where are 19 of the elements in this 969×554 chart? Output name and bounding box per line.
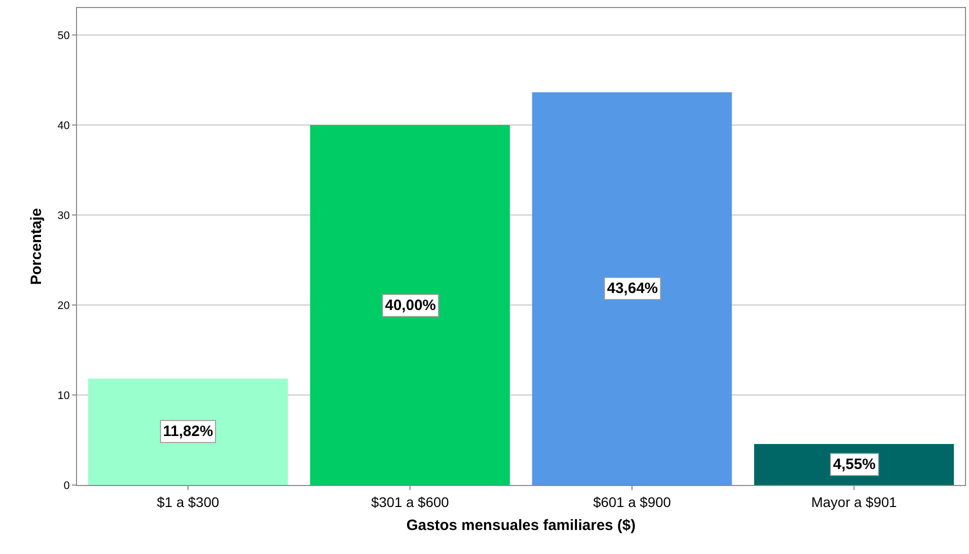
x-tick-label: $601 a $900 xyxy=(593,494,672,510)
y-tick-label: 40 xyxy=(58,120,70,132)
y-axis-title: Porcentaje xyxy=(28,208,45,285)
bar xyxy=(310,125,510,485)
x-tick-label: $1 a $300 xyxy=(156,494,220,510)
x-tick-label: $301 a $600 xyxy=(371,494,450,510)
x-axis-title: Gastos mensuales familiares ($) xyxy=(406,516,636,534)
y-tick-label: 20 xyxy=(58,300,70,312)
data-label: 43,64% xyxy=(607,280,658,297)
data-label: 11,82% xyxy=(163,423,214,440)
y-tick-label: 0 xyxy=(64,480,70,492)
bar xyxy=(532,92,732,485)
data-label: 40,00% xyxy=(385,297,436,314)
bar xyxy=(88,378,288,485)
x-tick-label: Mayor a $901 xyxy=(811,494,898,510)
y-tick-label: 10 xyxy=(58,390,70,402)
y-tick-label: 50 xyxy=(58,30,70,42)
data-label: 4,55% xyxy=(833,456,876,473)
y-tick-label: 30 xyxy=(58,210,70,222)
